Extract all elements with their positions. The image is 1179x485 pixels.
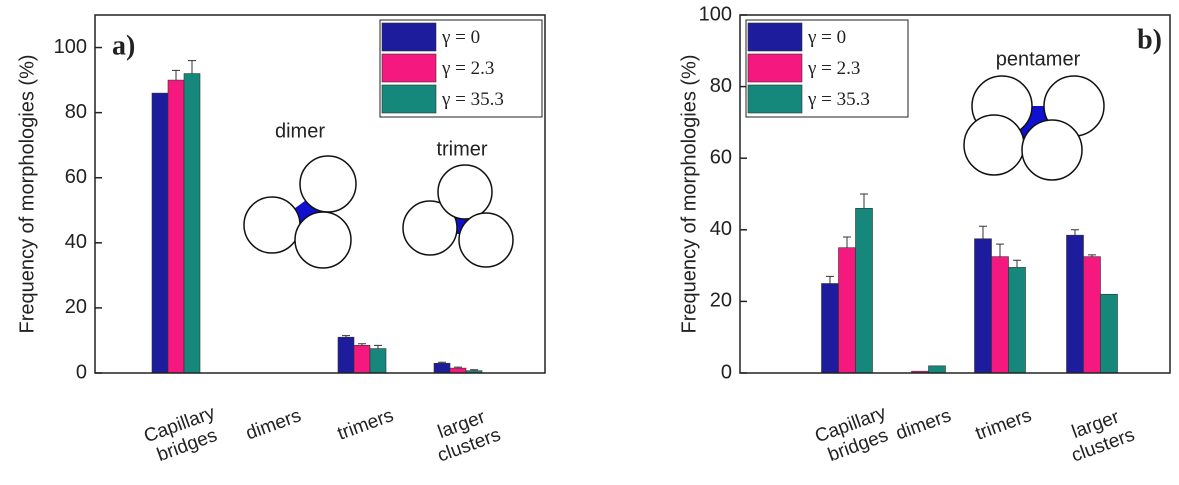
bar <box>1009 267 1026 373</box>
y-tick-label: 20 <box>710 290 732 312</box>
error-bar <box>374 345 382 348</box>
bar <box>184 74 200 373</box>
bar <box>168 80 184 373</box>
pentamer-inset <box>964 76 1104 180</box>
y-tick-label: 80 <box>65 101 87 123</box>
legend-swatch <box>748 23 802 51</box>
error-bar <box>826 276 834 283</box>
legend-swatch <box>382 54 436 82</box>
y-tick-label: 0 <box>76 361 87 383</box>
bar <box>1067 235 1084 373</box>
error-bar <box>860 194 868 208</box>
bar <box>839 248 856 373</box>
error-bar <box>843 237 851 248</box>
bar <box>434 363 450 373</box>
legend-label: γ = 0 <box>441 27 480 48</box>
legend-label: γ = 35.3 <box>441 89 504 110</box>
annotation: pentamer <box>996 48 1081 70</box>
figure: 0 20 40 60 80 100 Frequency of morphologies (%… <box>0 0 1179 485</box>
legend-label: γ = 2.3 <box>807 58 860 79</box>
y-tick-label: 20 <box>65 296 87 318</box>
annotation: trimer <box>436 138 487 160</box>
error-bar <box>996 244 1004 257</box>
error-bar <box>172 70 180 80</box>
chart: 0 20 40 60 80 100 Frequency of morphologies (%… <box>0 0 1179 485</box>
panel-label: b) <box>1137 24 1162 55</box>
y-axis-label: Frequency of morphologies (%) <box>678 54 700 333</box>
legend-swatch <box>382 85 436 113</box>
bar <box>370 349 386 373</box>
bar <box>975 239 992 373</box>
bar <box>1101 294 1118 373</box>
y-tick-label: 100 <box>54 36 87 58</box>
y-tick-label: 80 <box>710 75 732 97</box>
legend-swatch <box>748 54 802 82</box>
bar <box>1084 257 1101 373</box>
y-tick-label: 60 <box>710 146 732 168</box>
trimer-inset <box>403 165 513 267</box>
bar <box>152 93 168 373</box>
y-tick-label: 40 <box>65 231 87 253</box>
bar <box>822 284 839 374</box>
legend-label: γ = 35.3 <box>807 89 870 110</box>
legend-label: γ = 0 <box>807 27 846 48</box>
panel-label: a) <box>112 30 135 61</box>
bar <box>338 337 354 373</box>
legend-swatch <box>382 23 436 51</box>
bar <box>354 345 370 373</box>
y-tick-label: 40 <box>710 218 732 240</box>
bar <box>929 366 946 373</box>
error-bar <box>1013 260 1021 267</box>
error-bar <box>188 61 196 74</box>
legend-label: γ = 2.3 <box>441 58 494 79</box>
error-bar <box>1071 230 1079 235</box>
y-tick-label: 60 <box>65 166 87 188</box>
y-tick-label: 100 <box>699 3 732 25</box>
y-tick-label: 0 <box>721 361 732 383</box>
bar <box>856 208 873 373</box>
y-axis-label: Frequency of morphologies (%) <box>16 54 38 333</box>
bar <box>992 257 1009 373</box>
dimer-inset <box>244 156 356 268</box>
annotation: dimer <box>275 120 325 142</box>
error-bar <box>979 226 987 239</box>
legend-swatch <box>748 85 802 113</box>
